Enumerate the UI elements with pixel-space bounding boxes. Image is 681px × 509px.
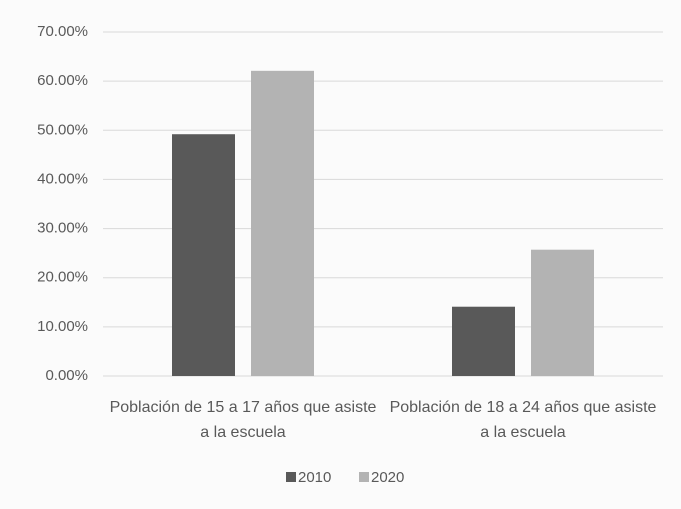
legend-label: 2010 <box>298 469 331 486</box>
bar <box>452 306 515 376</box>
x-tick-label: Población de 18 a 24 años que asiste a l… <box>389 399 657 441</box>
y-tick-label: 0.00% <box>45 367 88 384</box>
x-tick-label: Población de 15 a 17 años que asiste a l… <box>109 399 377 441</box>
bar <box>531 249 594 376</box>
legend-label: 2020 <box>371 469 404 486</box>
y-tick-label: 50.00% <box>37 121 88 138</box>
legend-swatch <box>359 472 369 482</box>
y-tick-label: 40.00% <box>37 170 88 187</box>
bar <box>251 70 314 376</box>
y-tick-label: 60.00% <box>37 72 88 89</box>
y-tick-label: 30.00% <box>37 220 88 237</box>
y-tick-label: 20.00% <box>37 269 88 286</box>
y-tick-label: 70.00% <box>37 23 88 40</box>
y-tick-label: 10.00% <box>37 318 88 335</box>
bar <box>172 134 235 376</box>
legend-swatch <box>286 472 296 482</box>
